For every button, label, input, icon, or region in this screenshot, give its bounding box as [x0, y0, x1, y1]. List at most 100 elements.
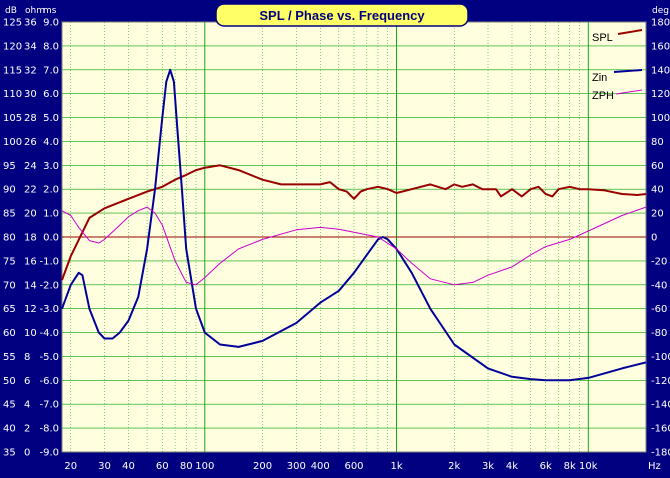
y-tick-label-impedance: 10: [24, 328, 37, 339]
legend-swatch-spl: [617, 29, 643, 35]
y-tick-label-impedance: 28: [24, 113, 37, 124]
y-tick-label-impedance: 2: [24, 424, 30, 435]
y-tick-label-spl: 35: [3, 448, 16, 459]
y-tick-label-spl: 105: [3, 113, 22, 124]
y-tick-label-spl: 85: [3, 209, 16, 220]
y-tick-label-impedance: 0: [24, 448, 30, 459]
x-tick-label: 80: [180, 461, 193, 472]
y-tick-label-ms: 2.0: [43, 185, 59, 196]
y-tick-label-spl: 50: [3, 376, 16, 387]
y-tick-label-spl: 110: [3, 89, 22, 100]
y-tick-label-deg: -100: [651, 352, 670, 363]
chart-title: SPL / Phase vs. Frequency: [259, 8, 425, 23]
y-tick-label-spl: 70: [3, 280, 16, 291]
legend-swatch-zph: [615, 89, 643, 95]
y-tick-label-impedance: 12: [24, 304, 37, 315]
y-tick-label-ms: 8.0: [43, 41, 59, 52]
y-tick-label-impedance: 8: [24, 352, 30, 363]
x-tick-label: 100: [195, 461, 214, 472]
y-tick-label-deg: 140: [651, 65, 670, 76]
y-tick-label-spl: 45: [3, 400, 16, 411]
y-tick-label-deg: -160: [651, 424, 670, 435]
x-tick-label: 1k: [390, 461, 402, 472]
y-tick-label-deg: 20: [651, 209, 664, 220]
y-tick-label-ms: -1.0: [39, 256, 59, 267]
x-tick-label: 4k: [506, 461, 518, 472]
x-tick-label: 6k: [540, 461, 552, 472]
y-tick-label-deg: 120: [651, 89, 670, 100]
x-tick-label: 400: [311, 461, 330, 472]
series-group: [61, 68, 647, 382]
y-tick-label-impedance: 32: [24, 65, 37, 76]
x-tick-label: 10k: [579, 461, 598, 472]
y-tick-label-impedance: 6: [24, 376, 30, 387]
x-tick-label: 60: [156, 461, 169, 472]
y-tick-label-deg: -80: [651, 328, 667, 339]
y-tick-label-impedance: 24: [24, 161, 37, 172]
y-tick-label-ms: -9.0: [39, 448, 59, 459]
y-tick-label-deg: -60: [651, 304, 667, 315]
y-tick-label-ms: 3.0: [43, 161, 59, 172]
y-tick-label-impedance: 20: [24, 209, 37, 220]
x-tick-label: 600: [344, 461, 363, 472]
y-tick-label-ms: -8.0: [39, 424, 59, 435]
y-tick-label-deg: 0: [651, 233, 657, 244]
y-tick-label-ms: 5.0: [43, 113, 59, 124]
y-tick-label-impedance: 4: [24, 400, 30, 411]
y-tick-label-impedance: 22: [24, 185, 37, 196]
y-tick-label-spl: 90: [3, 185, 16, 196]
y-tick-label-spl: 100: [3, 137, 22, 148]
x-tick-label: 20: [64, 461, 77, 472]
y-tick-label-ms: -4.0: [39, 328, 59, 339]
y-tick-label-ms: -5.0: [39, 352, 59, 363]
series-line-spl: [61, 164, 647, 281]
x-axis-unit: Hz: [648, 461, 661, 472]
y-tick-label-spl: 95: [3, 161, 16, 172]
y-tick-label-deg: -180: [651, 448, 670, 459]
y-tick-label-deg: -20: [651, 256, 667, 267]
y-tick-label-ms: 6.0: [43, 89, 59, 100]
x-tick-label: 200: [253, 461, 272, 472]
y-tick-label-spl: 60: [3, 328, 16, 339]
y-tick-label-ms: 4.0: [43, 137, 59, 148]
x-tick-label: 30: [98, 461, 111, 472]
y-tick-label-deg: -120: [651, 376, 670, 387]
y-tick-label-deg: 160: [651, 41, 670, 52]
y-tick-label-impedance: 14: [24, 280, 37, 291]
y-tick-label-impedance: 34: [24, 41, 37, 52]
series-line-zin: [61, 68, 647, 382]
y-tick-label-spl: 115: [3, 65, 22, 76]
y-tick-label-deg: -140: [651, 400, 670, 411]
x-tick-label: 40: [122, 461, 135, 472]
y-tick-label-impedance: 36: [24, 18, 37, 29]
y-tick-label-ms: 0.0: [43, 233, 59, 244]
x-tick-label: 2k: [448, 461, 460, 472]
series-line-zph: [61, 206, 647, 286]
y-tick-label-ms: -7.0: [39, 400, 59, 411]
unit-ohm: ohm: [25, 6, 45, 16]
y-tick-label-deg: -40: [651, 280, 667, 291]
x-tick-label: 8k: [564, 461, 576, 472]
y-tick-label-ms: 7.0: [43, 65, 59, 76]
y-tick-label-spl: 40: [3, 424, 16, 435]
unit-deg: deg: [652, 6, 669, 16]
y-tick-label-ms: -3.0: [39, 304, 59, 315]
y-tick-label-ms: 1.0: [43, 209, 59, 220]
y-tick-label-spl: 120: [3, 41, 22, 52]
legend: SPL Zin ZPH: [592, 29, 643, 102]
y-tick-label-deg: 100: [651, 113, 670, 124]
x-tick-label: 300: [287, 461, 306, 472]
y-tick-label-deg: 80: [651, 137, 664, 148]
grid-lines: [62, 22, 646, 452]
y-tick-label-deg: 40: [651, 185, 664, 196]
legend-label-zph: ZPH: [592, 90, 614, 102]
y-tick-label-spl: 65: [3, 304, 16, 315]
y-tick-label-ms: -6.0: [39, 376, 59, 387]
y-tick-label-ms: -2.0: [39, 280, 59, 291]
legend-swatch-zin: [613, 69, 643, 73]
legend-label-spl: SPL: [592, 32, 613, 44]
y-tick-label-deg: 60: [651, 161, 664, 172]
y-tick-label-spl: 125: [3, 18, 22, 29]
